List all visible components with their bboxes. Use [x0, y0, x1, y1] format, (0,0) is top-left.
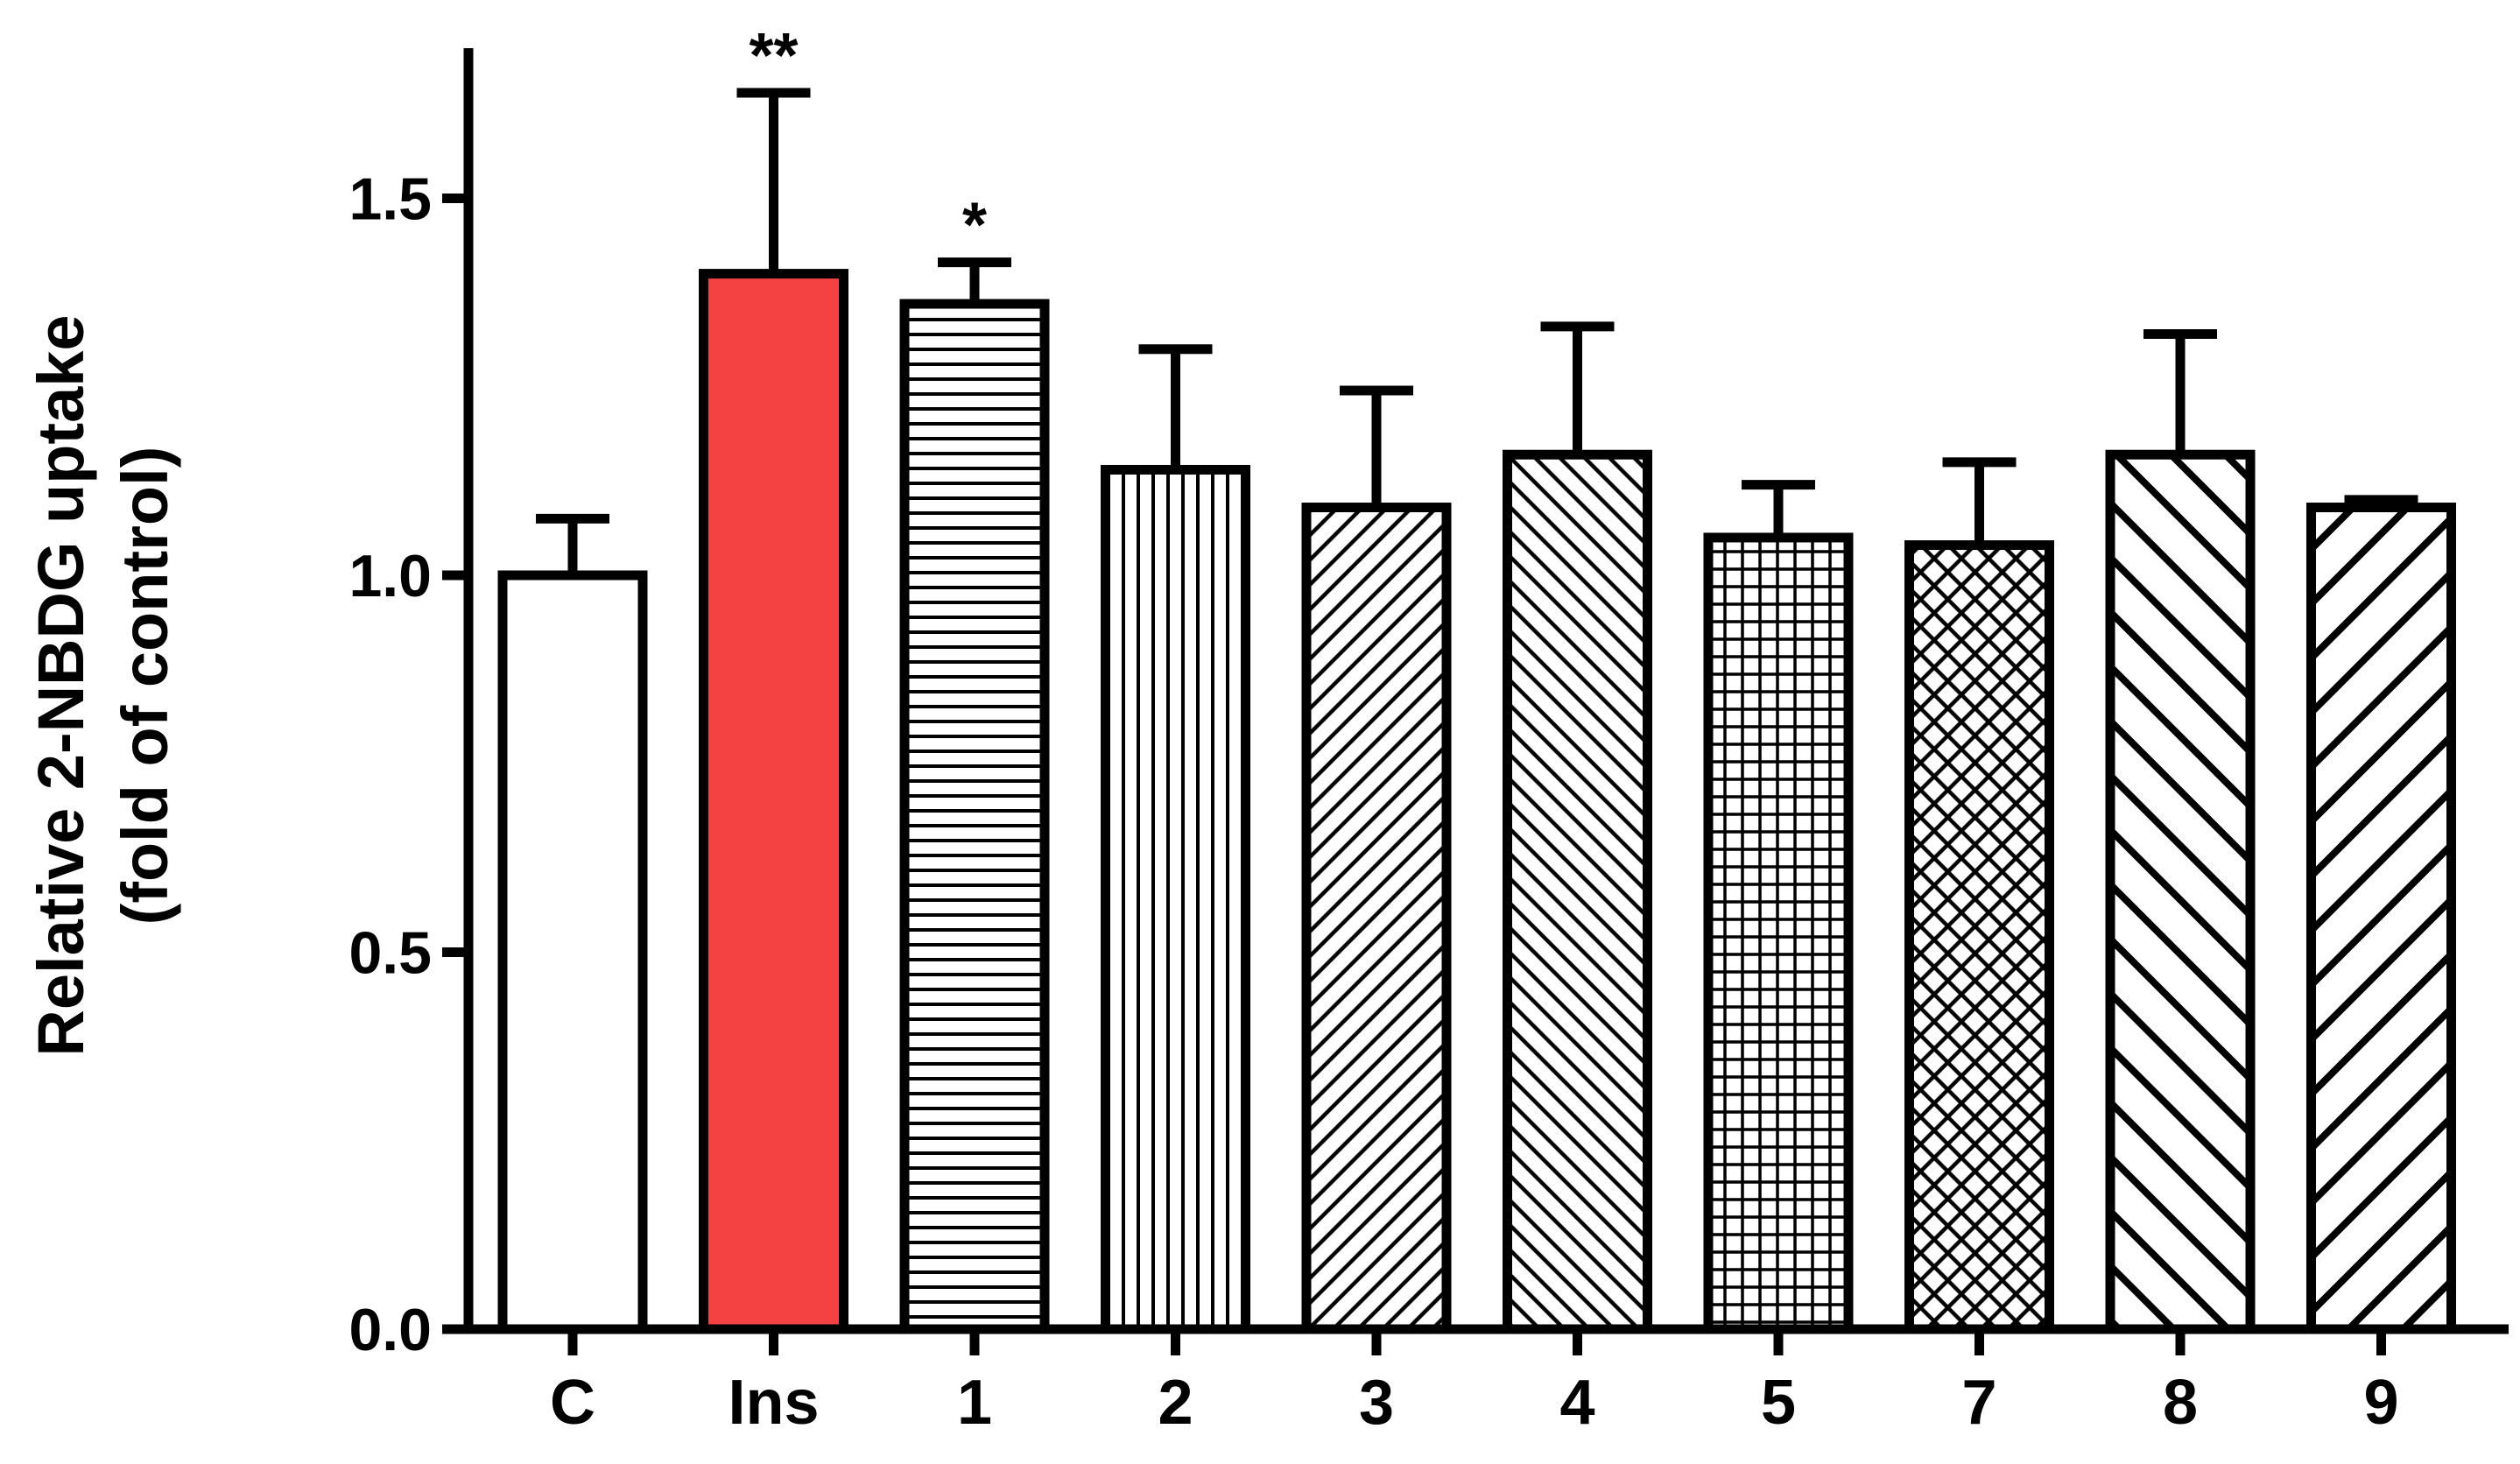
bar-4 — [1301, 503, 1452, 1334]
bar-0 — [497, 570, 648, 1334]
labels: 0.0 0.5 1.0 1.5 C Ins ** 1 * 2 3 4 5 7 8 9 — [348, 21, 2398, 1438]
x-tick-label-5: 4 — [1559, 1368, 1594, 1438]
x-tick-label-4: 3 — [1359, 1368, 1394, 1438]
y-tick-label-2: 1.0 — [348, 543, 432, 609]
bar-5 — [1503, 449, 1652, 1334]
bar-2 — [899, 299, 1050, 1334]
y-tick-label-1: 0.5 — [348, 920, 432, 987]
bar-9 — [2306, 503, 2456, 1334]
y-axis-title: Relative 2-NBDG uptake (fold of control) — [25, 314, 181, 1056]
bar-3 — [1101, 464, 1250, 1334]
bar-8 — [2105, 449, 2256, 1334]
x-tick-label-6: 5 — [1761, 1368, 1796, 1438]
error-bars — [536, 88, 2418, 575]
bar-7 — [1904, 540, 2054, 1334]
x-tick-label-2: 1 — [957, 1368, 992, 1438]
x-tick-label-0: C — [550, 1368, 595, 1438]
x-tick-label-9: 9 — [2363, 1368, 2398, 1438]
bar-1 — [699, 269, 848, 1334]
x-tick-label-3: 2 — [1158, 1368, 1193, 1438]
bar-6 — [1703, 532, 1854, 1334]
x-tick-label-1: Ins — [728, 1368, 819, 1438]
y-tick-label-3: 1.5 — [348, 166, 432, 233]
y-tick-label-0: 0.0 — [348, 1297, 432, 1363]
y-axis-title-line-1: Relative 2-NBDG uptake — [25, 314, 97, 1056]
y-axis-title-line-2: (fold of control) — [109, 447, 181, 926]
x-tick-label-8: 8 — [2163, 1368, 2198, 1438]
significance-label-1: ** — [749, 21, 798, 91]
significance-label-2: * — [962, 191, 987, 261]
x-tick-label-7: 7 — [1961, 1368, 1996, 1438]
bars — [497, 269, 2456, 1334]
